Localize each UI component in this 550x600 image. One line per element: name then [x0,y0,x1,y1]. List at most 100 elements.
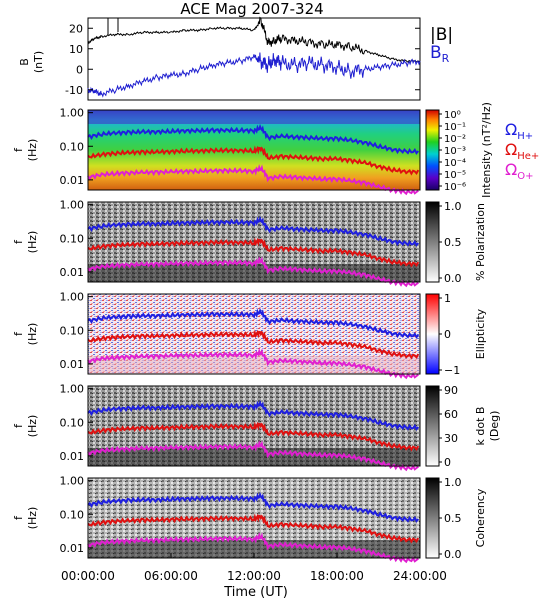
series-b-total-line [87,16,421,63]
ytick-label: 0.10 [60,324,85,337]
ytick-label: 1.00 [60,199,85,212]
colorbar-tick-label: 60 [444,408,458,421]
xtick-label: 00:00:00 [61,569,115,583]
panel-b-ytick-label: 0 [76,63,83,76]
panel-ylabel: f [12,331,25,336]
colorbar-label-intensity: Intensity (nT²/Hz) [480,102,493,198]
ytick-label: 1.00 [60,107,85,120]
panel-polarization: 1.00 0.10 0.01 f (Hz) 1.0 0.5 0.0 % Polarization [12,199,487,288]
omega-h-line [87,491,420,523]
colorbar-ellipticity [425,293,440,375]
chart-title: ACE Mag 2007-324 [180,0,323,18]
colorbar-tick-label: 10⁻¹ [444,122,466,133]
colorbar-tick-label: 1 [444,292,451,305]
ytick-label: 0.01 [60,174,85,187]
legend-omega-he-sub: He+ [517,151,539,162]
ytick-label: 0.10 [60,508,85,521]
panel-ylabel: f [12,239,25,244]
omega-h-line [87,215,420,247]
panel-b-field: 20 10 0 -10 B (nT) |B| BR [18,16,453,101]
panel-yunit: (Hz) [26,323,39,346]
ytick-label: 0.01 [60,266,85,279]
omega-o-line [87,164,419,196]
legend-omega-h: ΩH+ [505,120,533,142]
spectrogram-high-freq-band [88,110,420,124]
omega-h-line [87,307,420,339]
colorbar-polarization [425,201,440,283]
colorbar-kdotb [425,385,440,467]
colorbar-sublabel-kdotb: (Deg) [488,411,501,442]
panel-yunit: (Hz) [26,139,39,162]
colorbar-tick-label: 90 [444,384,458,397]
legend-b-total: |B| [430,25,453,45]
colorbar-tick-label: 1.0 [444,476,462,489]
legend-omega-he: ΩHe+ [505,140,539,162]
legend-omega-h-sub: H+ [517,131,533,142]
legend-omega-o: ΩO+ [505,160,533,182]
panel-b-frame [87,17,421,101]
panel-intensity: 1.00 0.10 0.01 f (Hz) 10⁰10⁻¹10⁻²10⁻³10⁻⁴10⁻⁵… [12,102,493,198]
panel-polarization-frame [87,201,421,283]
panel-b-ytick-label: -10 [65,84,83,97]
series-b-r-line [87,52,421,98]
legend-b-r-sub: R [442,52,450,65]
colorbar-tick-label: 10⁻⁶ [444,182,466,193]
colorbar-tick-label: 10⁻² [444,134,466,145]
panel-kdotb: 1.00 0.10 0.01 f (Hz) 90 60 30 0 k dot B (Deg) [12,383,501,472]
omega-o-line [87,348,419,380]
colorbar-label-coherency: Coherency [474,488,487,547]
xtick-label: 12:00:00 [227,569,281,583]
omega-he-line [87,237,420,268]
colorbar-tick-label: 0.0 [444,548,462,561]
colorbar-label-ellipticity: Ellipticity [474,308,487,359]
colorbar-tick-label: 0 [444,328,451,341]
spectrogram-low-freq-band [88,356,420,374]
colorbar-label-kdotb: k dot B [474,407,487,446]
ytick-label: 1.00 [60,383,85,396]
xtick-label: 06:00:00 [144,569,198,583]
colorbar-tick-label: 0.5 [444,236,462,249]
xtick-label: 24:00:00 [393,569,447,583]
panel-b-ytick-label: 10 [69,43,83,56]
panel-ylabel: f [12,147,25,152]
panel-yunit: (Hz) [26,231,39,254]
omega-h-line [87,399,420,431]
panel-ylabel: f [12,515,25,520]
colorbar-tick-label: 10⁰ [444,110,461,121]
ytick-label: 0.10 [60,416,85,429]
panel-ellipticity-frame [87,293,421,375]
legend-omega-o-sub: O+ [517,171,533,182]
ytick-label: 0.01 [60,450,85,463]
ytick-label: 0.01 [60,542,85,555]
panel-intensity-frame [87,109,421,191]
panel-ylabel: f [12,423,25,428]
omega-o-line [87,532,419,564]
colorbar-tick-label: 0.0 [444,272,462,285]
colorbar-label-polarization: % Polarization [474,203,487,281]
panel-b-yunit: (nT) [32,51,45,73]
omega-he-line [87,145,420,176]
x-axis-ticks: 00:00:00 06:00:00 12:00:00 18:00:00 24:00:00 [61,553,447,583]
panel-b-ylabel: B [18,58,31,66]
omega-h-line [87,123,420,155]
omega-he-line [87,329,420,360]
colorbar-coherency [425,477,440,559]
colorbar-tick-label: 10⁻⁵ [444,170,466,181]
colorbar-tick-label: −1 [444,364,460,377]
colorbar-tick-label: 0.5 [444,512,462,525]
colorbar-tick-label: 0 [444,456,451,469]
colorbar-tick-label: 1.0 [444,200,462,213]
colorbar-tick-label: 10⁻⁴ [444,158,466,169]
ytick-label: 0.10 [60,140,85,153]
legend-b-r: BR [430,43,450,65]
spectrogram-low-freq-band [88,264,420,282]
ytick-label: 1.00 [60,475,85,488]
panel-b-yticks: 20 10 0 -10 [65,22,420,97]
colorbar-tick-label: 30 [444,432,458,445]
omega-o-line [87,440,419,472]
ytick-label: 0.10 [60,232,85,245]
panel-ellipticity: 1.00 0.10 0.01 f (Hz) 1 0 −1 Ellipticity [12,291,487,380]
panel-coherency: 1.00 0.10 0.01 f (Hz) 1.0 0.5 0.0 Coherency [12,475,487,564]
panel-kdotb-frame [87,385,421,467]
